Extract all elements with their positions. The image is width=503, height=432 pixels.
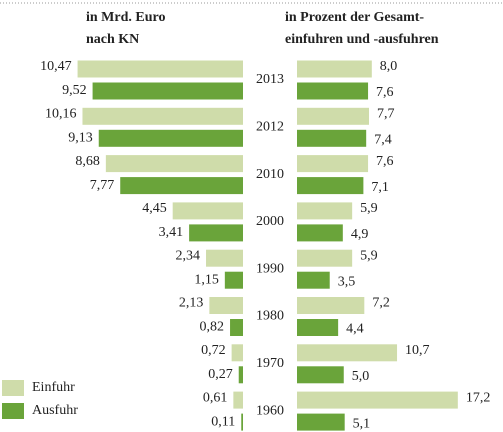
left-bar <box>241 413 243 431</box>
left-bar <box>105 155 243 173</box>
year-label: 2012 <box>256 120 284 135</box>
right-bar <box>297 224 343 242</box>
right-bar <box>297 249 353 267</box>
left-bar <box>77 60 243 78</box>
left-value-label: 2,13 <box>179 296 204 311</box>
left-bar <box>98 129 243 147</box>
right-value-label: 5,0 <box>352 369 370 384</box>
year-label: 2010 <box>256 167 284 182</box>
left-value-label: 7,77 <box>90 178 115 193</box>
right-value-label: 4,4 <box>346 322 364 337</box>
right-bar <box>297 155 369 173</box>
left-value-label: 1,15 <box>194 272 219 287</box>
right-bar <box>297 366 344 384</box>
left-value-label: 10,16 <box>45 107 77 122</box>
right-value-label: 5,1 <box>353 416 371 431</box>
right-bar <box>297 413 345 431</box>
right-bar <box>297 391 458 409</box>
right-value-label: 7,4 <box>374 133 392 148</box>
right-bar <box>297 202 353 220</box>
right-value-label: 8,0 <box>380 59 398 74</box>
legend-swatch <box>2 380 24 396</box>
year-label: 1960 <box>256 403 284 418</box>
left-title: in Mrd. Euro <box>86 10 165 25</box>
right-title: in Prozent der Gesamt- <box>285 10 424 25</box>
left-title: nach KN <box>86 32 139 47</box>
right-bar <box>297 271 330 289</box>
legend-swatch <box>2 403 24 419</box>
right-bar <box>297 129 367 147</box>
left-bar <box>172 202 243 220</box>
left-value-label: 10,47 <box>40 59 72 74</box>
right-value-label: 7,1 <box>371 180 389 195</box>
left-value-label: 0,61 <box>203 390 228 405</box>
left-bar <box>189 224 243 242</box>
left-value-label: 2,34 <box>176 248 201 263</box>
left-bar <box>82 107 243 125</box>
legend-label: Ausfuhr <box>32 403 78 418</box>
right-value-label: 7,6 <box>376 154 394 169</box>
left-value-label: 0,72 <box>201 343 226 358</box>
left-bar <box>230 319 243 336</box>
year-label: 1970 <box>256 356 284 371</box>
left-value-label: 9,52 <box>62 83 87 98</box>
year-label: 1980 <box>256 309 284 324</box>
left-bar <box>238 366 243 384</box>
left-bar <box>209 297 243 314</box>
right-value-label: 7,2 <box>372 296 390 311</box>
left-bar <box>206 249 243 267</box>
right-bar <box>297 107 369 125</box>
left-value-label: 4,45 <box>142 201 167 216</box>
right-bar <box>297 60 372 78</box>
right-bar <box>297 177 364 195</box>
right-value-label: 7,6 <box>376 85 394 100</box>
left-value-label: 0,27 <box>208 367 233 382</box>
legend-label: Einfuhr <box>32 380 75 395</box>
left-bar <box>224 271 243 289</box>
right-value-label: 5,9 <box>360 201 378 216</box>
year-label: 2013 <box>256 72 284 87</box>
left-bar <box>92 82 243 100</box>
right-value-label: 7,7 <box>377 107 395 122</box>
right-bar <box>297 344 398 362</box>
left-value-label: 0,82 <box>200 320 225 335</box>
left-value-label: 3,41 <box>159 225 184 240</box>
right-value-label: 17,2 <box>466 390 491 405</box>
year-label: 1990 <box>256 261 284 276</box>
left-bar <box>120 177 243 195</box>
left-value-label: 0,11 <box>211 414 235 429</box>
right-value-label: 10,7 <box>405 343 430 358</box>
year-label: 2000 <box>256 214 284 229</box>
left-bar <box>233 391 243 409</box>
right-bar <box>297 319 339 336</box>
right-title: einfuhren und -ausfuhren <box>285 32 439 47</box>
right-value-label: 3,5 <box>338 274 356 289</box>
right-value-label: 4,9 <box>351 227 369 242</box>
right-bar <box>297 82 369 100</box>
left-value-label: 9,13 <box>68 131 93 146</box>
right-bar <box>297 297 365 314</box>
left-bar <box>231 344 243 362</box>
left-value-label: 8,68 <box>75 154 100 169</box>
right-value-label: 5,9 <box>360 248 378 263</box>
